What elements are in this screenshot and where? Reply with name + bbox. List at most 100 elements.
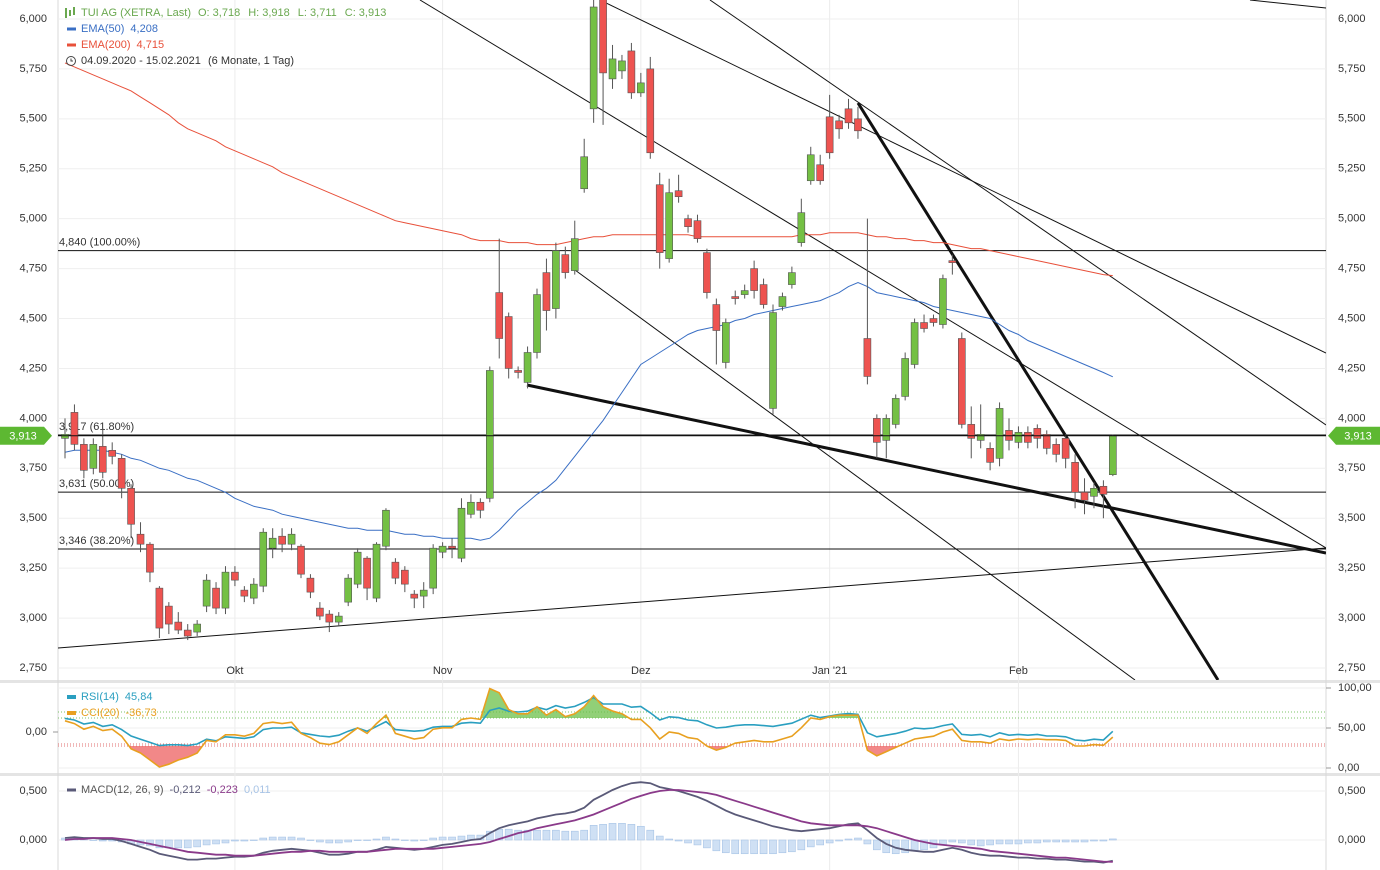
histogram-bar <box>863 839 872 845</box>
oversold-fill <box>65 745 1113 767</box>
candle-body <box>429 547 437 589</box>
candle-body <box>646 68 655 154</box>
candle-body <box>854 118 862 132</box>
histogram-bar <box>561 830 570 841</box>
macd-line <box>64 789 1113 863</box>
y-tick-label: 4,250 <box>1338 362 1366 374</box>
legend-title: TUI AG (XETRA, Last) <box>81 7 191 19</box>
y-tick-label: 5,250 <box>19 163 47 175</box>
x-tick-label: Okt <box>226 665 243 677</box>
histogram-bar <box>976 839 985 847</box>
y-tick-label: 3,750 <box>19 462 47 474</box>
candle-body <box>788 272 796 285</box>
legend-icon <box>65 8 67 18</box>
trend-lines <box>58 0 1326 680</box>
trend-line <box>599 0 1326 354</box>
legend-quote: O: 3,718 <box>198 7 240 19</box>
level-label: 3,346 (38.20%) <box>59 535 134 547</box>
histogram-bar <box>580 829 589 841</box>
candle-body <box>287 533 296 545</box>
candle-body <box>136 533 145 545</box>
histogram-bar <box>731 839 740 855</box>
histogram-bar <box>438 836 447 841</box>
candle-body <box>986 448 994 463</box>
histogram-bar <box>552 829 560 841</box>
y-tick-label: 50,00 <box>1338 722 1366 734</box>
y-tick-label: 6,000 <box>1338 13 1366 25</box>
candle-body <box>316 607 324 617</box>
histogram-bar <box>410 839 419 842</box>
histogram-bar <box>986 839 994 846</box>
histogram-bar <box>372 838 381 841</box>
histogram-bar <box>183 839 192 849</box>
candle-body <box>146 543 154 573</box>
y-tick-label: 0,000 <box>19 834 47 846</box>
histogram-bar <box>1005 839 1013 845</box>
indicator-line <box>64 687 1114 768</box>
y-tick-label: 0,000 <box>1338 834 1366 846</box>
candle-body <box>561 254 570 273</box>
candle-body <box>485 370 494 499</box>
candle-body <box>976 434 985 441</box>
histogram-bar <box>684 839 692 844</box>
histogram-bar <box>712 839 721 852</box>
y-tick-label: 3,500 <box>19 512 47 524</box>
histogram-bar <box>495 828 504 841</box>
y-tick-label: 4,750 <box>19 263 47 275</box>
y-tick-label: 100,00 <box>1338 682 1372 694</box>
candle-body <box>183 629 192 637</box>
candle-body <box>410 593 419 599</box>
histogram-bar <box>250 839 258 841</box>
clock-icon <box>70 58 73 62</box>
histogram-bar <box>429 837 437 841</box>
legend-swatch <box>67 27 76 31</box>
histogram-bar <box>1071 839 1079 843</box>
histogram-bar <box>193 839 201 848</box>
trend-line <box>58 547 1326 649</box>
x-tick-label: Feb <box>1009 665 1028 677</box>
candle-body <box>693 220 702 239</box>
x-tick-label: Nov <box>433 665 453 677</box>
legend-name: EMA(50) <box>81 23 124 35</box>
y-tick-label: 3,000 <box>1338 612 1366 624</box>
candle-body <box>901 358 909 397</box>
candle-body <box>514 370 522 373</box>
candle-body <box>523 352 532 383</box>
candle-body <box>1099 485 1108 495</box>
legend-icon <box>73 7 75 15</box>
y-tick-label: 5,000 <box>19 213 47 225</box>
candle-body <box>948 260 957 263</box>
candle-body <box>98 446 107 473</box>
legend-name: EMA(200) <box>81 39 131 51</box>
y-tick-label: 0,00 <box>1338 762 1359 774</box>
candle-body <box>1090 487 1098 497</box>
candle-body <box>533 294 541 353</box>
candle-body <box>259 531 268 587</box>
histogram-bar <box>278 836 286 841</box>
candle-body <box>891 398 900 425</box>
level-label: 4,840 (100.00%) <box>59 237 140 249</box>
candle-body <box>231 571 239 581</box>
histogram-bar <box>948 839 957 843</box>
ema-line <box>64 62 1113 277</box>
candle-body <box>627 50 636 94</box>
trend-line <box>574 269 1136 680</box>
histogram-bar <box>419 839 428 841</box>
y-tick-label: 2,750 <box>1338 662 1366 674</box>
histogram-bar <box>155 839 164 849</box>
candle-body <box>759 284 768 305</box>
histogram-bar <box>287 836 296 841</box>
y-tick-label: 5,750 <box>1338 63 1366 75</box>
trend-line <box>856 102 1220 680</box>
candle-body <box>363 557 371 589</box>
candle-body <box>457 507 466 559</box>
candle-body <box>127 487 135 525</box>
histogram-bar <box>665 838 673 841</box>
histogram-bar <box>1099 839 1108 842</box>
candle-body <box>344 577 353 603</box>
histogram-bar <box>825 839 834 844</box>
candle-body <box>278 535 286 545</box>
panel-separator <box>0 680 1380 683</box>
y-tick-label: 5,750 <box>19 63 47 75</box>
